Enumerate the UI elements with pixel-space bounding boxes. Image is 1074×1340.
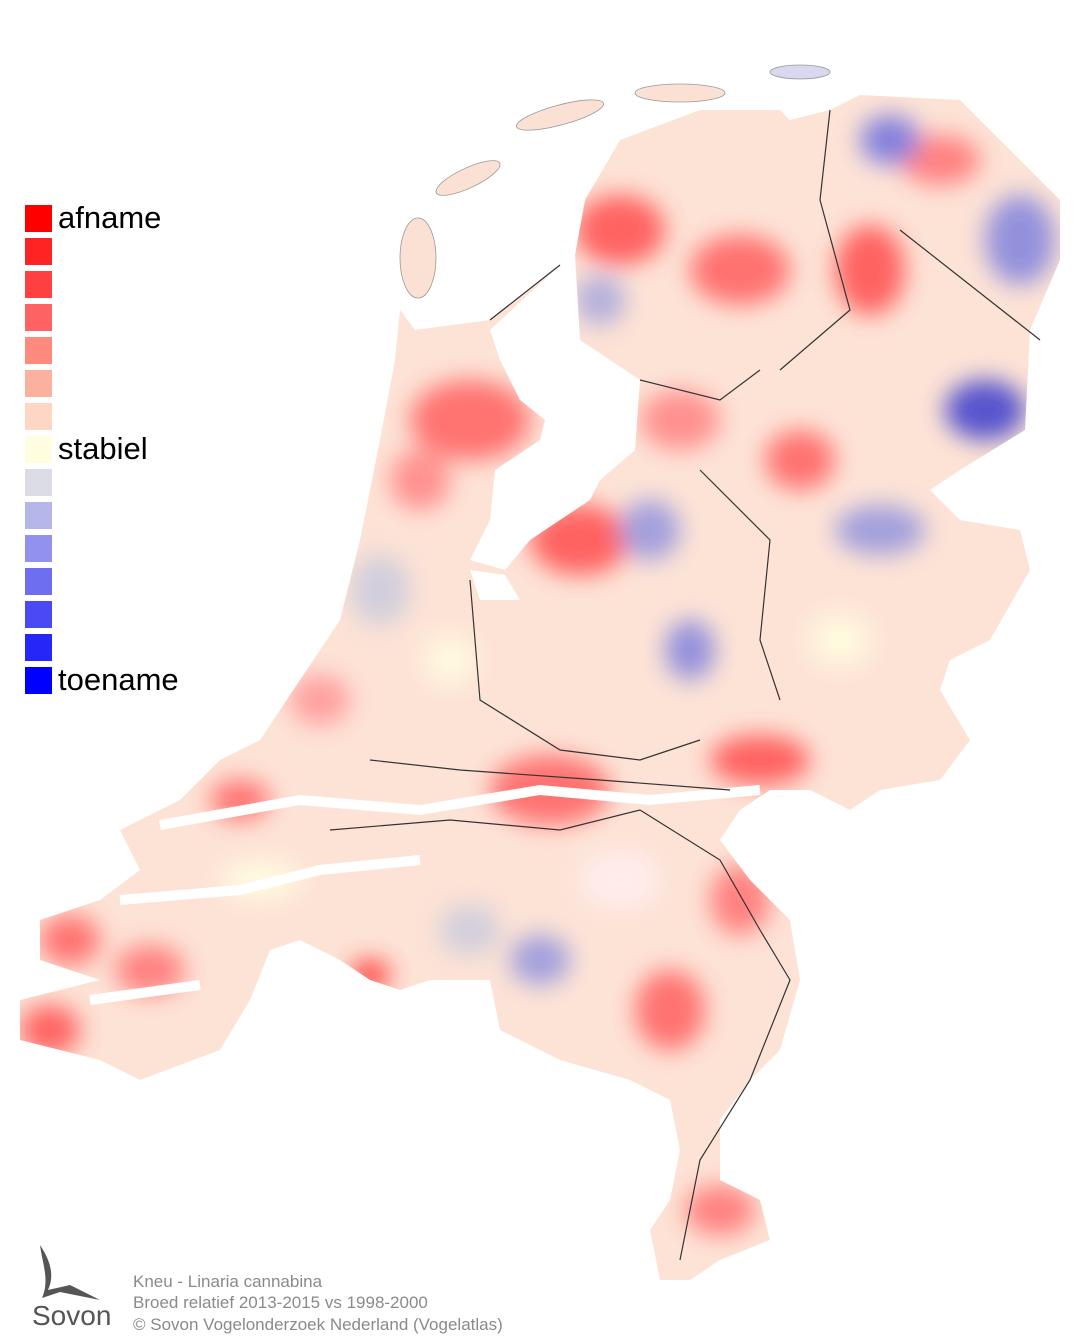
caption-line: Kneu - Linaria cannabina [133, 1272, 323, 1291]
legend-label: stabiel [58, 431, 148, 466]
legend-swatch [25, 337, 52, 364]
legend-label: toename [58, 662, 179, 697]
legend-swatch [25, 469, 52, 496]
legend-swatch [25, 535, 52, 562]
legend-swatch [25, 370, 52, 397]
legend-swatch [25, 238, 52, 265]
legend-swatch [25, 271, 52, 298]
legend-swatch [25, 667, 52, 694]
legend-swatch [25, 634, 52, 661]
legend-swatch [25, 436, 52, 463]
legend-swatch [25, 502, 52, 529]
caption-line: Broed relatief 2013-2015 vs 1998-2000 [133, 1293, 428, 1312]
logo: Sovon [32, 1245, 111, 1331]
legend-swatch [25, 568, 52, 595]
legend-swatch [25, 601, 52, 628]
legend-swatch [25, 205, 52, 232]
caption-line: © Sovon Vogelonderzoek Nederland (Vogela… [133, 1315, 503, 1334]
legend: afname stabiel toename [25, 200, 179, 697]
logo-text: Sovon [32, 1300, 111, 1331]
caption: Kneu - Linaria cannabina Broed relatief … [133, 1272, 503, 1334]
legend-label: afname [58, 200, 161, 235]
legend-swatch [25, 403, 52, 430]
legend-swatch [25, 304, 52, 331]
